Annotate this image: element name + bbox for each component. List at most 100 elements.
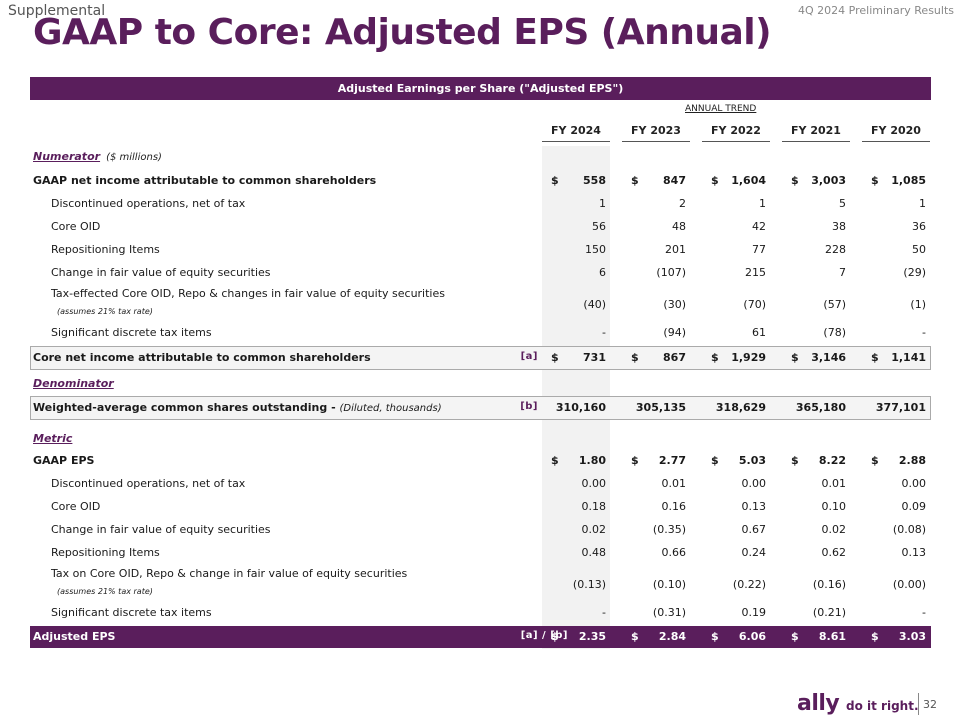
- table-row: Change in fair value of equity securitie…: [0, 262, 960, 284]
- supplemental-label: Supplemental: [8, 3, 106, 19]
- table-row: Change in fair value of equity securitie…: [0, 519, 960, 541]
- value-cell: 867: [663, 351, 686, 364]
- value-cell: (40): [583, 298, 606, 311]
- currency-symbol: $: [791, 174, 799, 187]
- value-cell: 42: [752, 220, 766, 233]
- value-cell: 310,160: [555, 401, 606, 414]
- row-label: GAAP EPS: [33, 454, 95, 467]
- value-cell: -: [602, 606, 606, 619]
- value-cell: 0.01: [661, 477, 687, 490]
- row-reference: [a]: [520, 351, 538, 362]
- value-cell: 3.03: [898, 630, 926, 643]
- row-label: Significant discrete tax items: [51, 606, 212, 619]
- value-cell: (0.31): [652, 606, 686, 619]
- row-label: Change in fair value of equity securitie…: [51, 523, 271, 536]
- value-cell: (78): [823, 326, 846, 339]
- table-row-label-line: Tax-effected Core OID, Repo & changes in…: [0, 283, 960, 305]
- table-row: Significant discrete tax items - (94) 61 (78…: [0, 322, 960, 344]
- value-cell: 0.13: [901, 546, 927, 559]
- value-cell: 365,180: [795, 401, 846, 414]
- value-cell: 847: [663, 174, 686, 187]
- table-header-band: Adjusted Earnings per Share ("Adjusted E…: [30, 77, 931, 100]
- table-row: GAAP net income attributable to common s…: [0, 170, 960, 192]
- value-cell: 2.84: [658, 630, 686, 643]
- value-cell: 48: [672, 220, 686, 233]
- value-cell: 2.35: [578, 630, 606, 643]
- shares-box: [30, 396, 931, 420]
- row-label: Change in fair value of equity securitie…: [51, 266, 271, 279]
- value-cell: 7: [839, 266, 846, 279]
- value-cell: 0.48: [581, 546, 607, 559]
- value-cell: 3,146: [811, 351, 846, 364]
- value-cell: 1,604: [731, 174, 766, 187]
- value-cell: -: [602, 326, 606, 339]
- currency-symbol: $: [631, 454, 639, 467]
- value-cell: 0.09: [901, 500, 927, 513]
- row-label: Core OID: [51, 220, 101, 233]
- row-sublabel: (Diluted, thousands): [339, 403, 442, 414]
- section-heading: Numerator ($ millions): [33, 150, 162, 163]
- value-cell: 3,003: [811, 174, 846, 187]
- value-cell: 377,101: [875, 401, 926, 414]
- table-row: Core net income attributable to common s…: [0, 347, 960, 369]
- value-cell: 318,629: [715, 401, 766, 414]
- currency-symbol: $: [631, 630, 639, 643]
- column-header: FY 2022: [702, 124, 770, 142]
- value-cell: 0.00: [581, 477, 607, 490]
- value-cell: (107): [656, 266, 686, 279]
- table-row: Weighted-average common shares outstandi…: [0, 397, 960, 419]
- table-row: Repositioning Items 150 201 77 228 50: [0, 239, 960, 261]
- value-cell: 8.61: [818, 630, 846, 643]
- row-label: Core net income attributable to common s…: [33, 351, 371, 364]
- value-cell: 0.16: [661, 500, 687, 513]
- value-cell: 50: [912, 243, 926, 256]
- currency-symbol: $: [711, 174, 719, 187]
- column-header: FY 2023: [622, 124, 690, 142]
- value-cell: 558: [583, 174, 606, 187]
- table-row: Significant discrete tax items - (0.31) 0.1…: [0, 602, 960, 624]
- table-row: Core OID 56 48 42 38 36: [0, 216, 960, 238]
- value-cell: 77: [752, 243, 766, 256]
- value-cell: 0.02: [821, 523, 847, 536]
- tagline: do it right.: [846, 699, 919, 713]
- value-cell: 0.62: [821, 546, 847, 559]
- row-reference: [a] / [b]: [520, 630, 568, 641]
- value-cell: (0.08): [892, 523, 926, 536]
- row-label: GAAP net income attributable to common s…: [33, 174, 377, 187]
- row-label: Discontinued operations, net of tax: [51, 197, 246, 210]
- currency-symbol: $: [711, 630, 719, 643]
- value-cell: 0.01: [821, 477, 847, 490]
- row-note: (assumes 21% tax rate): [57, 587, 153, 596]
- currency-symbol: $: [711, 454, 719, 467]
- value-cell: (29): [903, 266, 926, 279]
- value-cell: 0.02: [581, 523, 607, 536]
- column-headers: FY 2024 FY 2023 FY 2022 FY 2021 FY 2020: [0, 124, 960, 144]
- value-cell: 61: [752, 326, 766, 339]
- value-cell: 0.13: [741, 500, 767, 513]
- value-cell: 5: [839, 197, 846, 210]
- currency-symbol: $: [871, 351, 879, 364]
- page-title: GAAP to Core: Adjusted EPS (Annual): [33, 12, 772, 53]
- value-cell: 1: [759, 197, 766, 210]
- value-cell: (0.13): [572, 578, 606, 591]
- value-cell: 0.19: [741, 606, 767, 619]
- value-cell: 1: [919, 197, 926, 210]
- value-cell: (0.10): [652, 578, 686, 591]
- value-cell: 2.77: [658, 454, 686, 467]
- adjusted-eps-row-band: Adjusted EPS [a] / [b] $2.35 $2.84 $6.06 $8…: [30, 626, 931, 648]
- column-header: FY 2024: [542, 124, 610, 142]
- value-cell: 2: [679, 197, 686, 210]
- unit-label: ($ millions): [106, 152, 162, 163]
- value-cell: 0.00: [901, 477, 927, 490]
- row-label: Adjusted EPS: [33, 630, 116, 643]
- currency-symbol: $: [791, 454, 799, 467]
- row-reference: [b]: [520, 401, 538, 412]
- currency-symbol: $: [871, 454, 879, 467]
- value-cell: 1,929: [731, 351, 766, 364]
- value-cell: (30): [663, 298, 686, 311]
- table-row: Repositioning Items 0.48 0.66 0.24 0.62 0.13: [0, 542, 960, 564]
- currency-symbol: $: [711, 351, 719, 364]
- denominator-section-row: Denominator: [0, 373, 960, 395]
- value-cell: 0.00: [741, 477, 767, 490]
- annual-trend-label: ANNUAL TREND: [685, 104, 757, 114]
